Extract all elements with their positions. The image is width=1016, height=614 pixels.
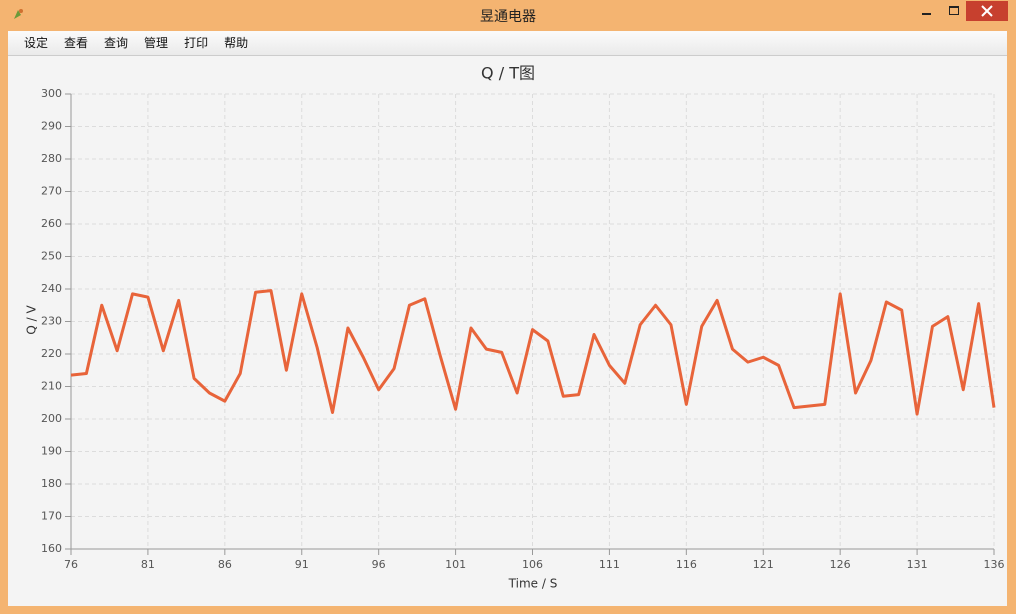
x-tick-label: 126 [830, 558, 851, 571]
y-tick-label: 280 [41, 152, 62, 165]
maximize-button[interactable] [940, 1, 968, 21]
menu-item[interactable]: 打印 [184, 36, 209, 50]
y-tick-label: 200 [41, 412, 62, 425]
y-tick-label: 290 [41, 120, 62, 133]
menu-item[interactable]: 设定 [24, 36, 49, 50]
x-axis-label: Time / S [508, 577, 558, 591]
menu-item[interactable]: 查询 [104, 36, 129, 50]
close-button[interactable] [966, 1, 1008, 21]
x-tick-label: 81 [141, 558, 155, 571]
x-tick-label: 76 [64, 558, 78, 571]
y-tick-label: 250 [41, 250, 62, 263]
chart: Q / T图 Time / S Q / V 160 170 180 190 200 210… [25, 64, 1005, 591]
x-tick-label: 111 [599, 558, 620, 571]
x-tick-label: 96 [372, 558, 386, 571]
y-tick-label: 180 [41, 477, 62, 490]
chart-title: Q / T图 [481, 64, 535, 83]
y-tick-label: 170 [41, 510, 62, 523]
x-tick-label: 86 [218, 558, 232, 571]
y-tick-label: 160 [41, 542, 62, 555]
x-tick-label: 101 [445, 558, 466, 571]
y-axis-label: Q / V [25, 305, 39, 335]
x-tick-label: 106 [522, 558, 543, 571]
y-tick-label: 230 [41, 315, 62, 328]
window-title: 昱通电器 [480, 9, 536, 25]
y-tick-label: 300 [41, 87, 62, 100]
content-area: Q / T图 Time / S Q / V 160 170 180 190 200 210… [8, 56, 1007, 606]
menu-item[interactable]: 帮助 [224, 36, 249, 50]
y-tick-label: 210 [41, 380, 62, 393]
y-tick-label: 220 [41, 347, 62, 360]
menu-bar: 设定 查看 查询 管理 打印 帮助 [8, 31, 1007, 56]
close-icon [981, 5, 993, 17]
x-tick-label: 121 [753, 558, 774, 571]
x-tick-label: 116 [676, 558, 697, 571]
data-line [70, 289, 996, 416]
y-tick-label: 270 [41, 185, 62, 198]
app-icon [14, 9, 23, 19]
minimize-button[interactable] [912, 1, 940, 21]
x-tick-label: 91 [295, 558, 309, 571]
y-tick-label: 190 [41, 445, 62, 458]
x-tick-label: 136 [984, 558, 1005, 571]
y-tick-label: 260 [41, 217, 62, 230]
menu-item[interactable]: 管理 [144, 36, 169, 50]
x-tick-label: 131 [907, 558, 928, 571]
y-tick-label: 240 [41, 282, 62, 295]
menu-item[interactable]: 查看 [64, 36, 89, 50]
title-bar: 昱通电器 [0, 0, 1016, 30]
